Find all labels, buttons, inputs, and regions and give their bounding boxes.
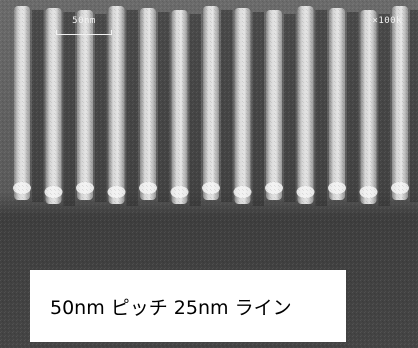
caption-text: 50nm ピッチ 25nm ライン [50,296,292,319]
scale-bar [56,30,112,35]
scale-bar-label: 50nm [72,16,96,26]
magnification-label: ×100k [372,16,402,26]
caption-box: 50nm ピッチ 25nm ライン [30,270,346,342]
